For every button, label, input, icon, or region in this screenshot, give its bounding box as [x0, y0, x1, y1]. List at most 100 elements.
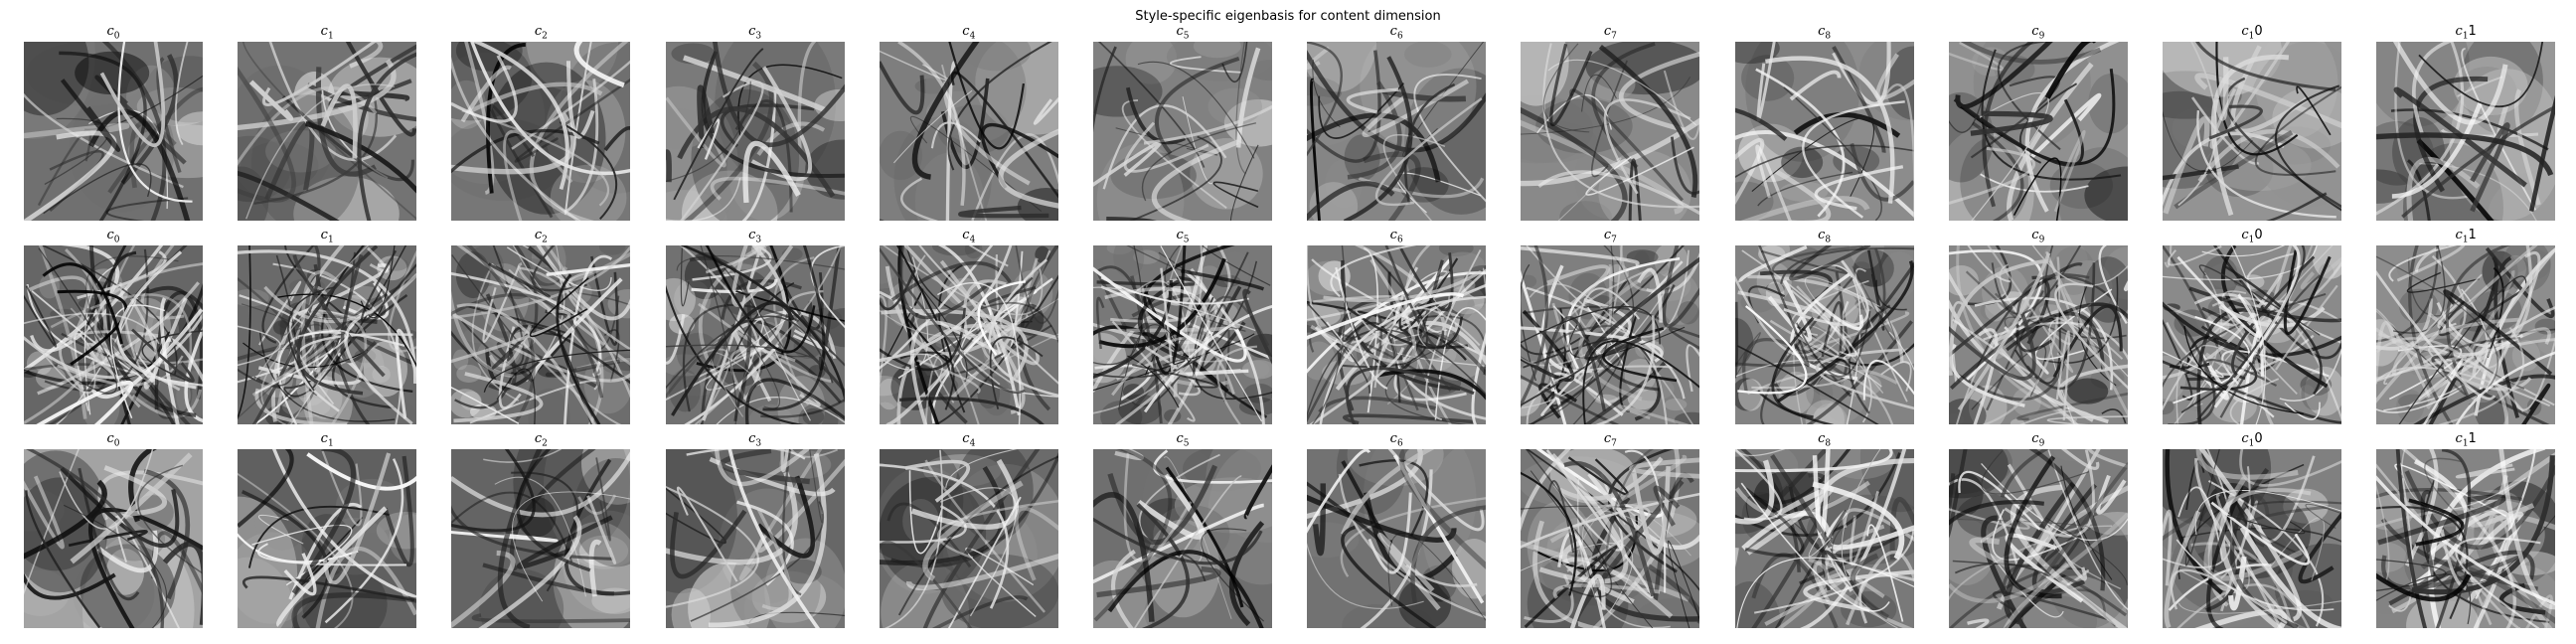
- label-base: c: [534, 228, 543, 242]
- texture-image: [2163, 42, 2341, 221]
- texture-image: [665, 449, 845, 628]
- label-subscript: 1: [327, 235, 334, 245]
- panel-label: c10: [2163, 24, 2341, 42]
- label-base: c: [1818, 24, 1826, 39]
- label-base: c: [748, 228, 756, 242]
- panel-label: c11: [2376, 228, 2555, 245]
- panel-label: c8: [1735, 431, 1914, 449]
- texture-image: [2163, 245, 2341, 424]
- panel-label: c1: [238, 431, 416, 449]
- texture-image: [2376, 245, 2556, 424]
- label-subscript: 7: [1611, 438, 1617, 449]
- label-subscript: 1: [327, 438, 334, 449]
- panel-label: c6: [1307, 431, 1486, 449]
- label-subscript: 8: [1825, 31, 1832, 42]
- label-base: c: [2455, 228, 2463, 242]
- panel-label: c3: [666, 24, 845, 42]
- label-subscript: 9: [2038, 438, 2045, 449]
- label-base: c: [1818, 228, 1826, 242]
- texture-image: [1521, 42, 1700, 221]
- panel-label: c4: [880, 24, 1058, 42]
- panel-label: c0: [24, 228, 203, 245]
- panel-label: c7: [1521, 24, 1699, 42]
- label-subscript: 8: [1825, 438, 1832, 449]
- texture-image: [1093, 449, 1272, 628]
- label-subscript: 6: [1396, 235, 1403, 245]
- label-base: c: [2455, 24, 2463, 39]
- label-subscript: 6: [1396, 31, 1403, 42]
- panel-label: c1: [238, 228, 416, 245]
- label-subscript: 8: [1825, 235, 1832, 245]
- panel-label: c4: [880, 431, 1058, 449]
- texture-image: [1734, 42, 1914, 221]
- texture-image: [879, 42, 1058, 221]
- texture-image: [2376, 42, 2556, 221]
- label-subscript: 5: [1183, 438, 1190, 449]
- label-base: c: [1176, 24, 1184, 39]
- panel-label: c10: [2163, 431, 2341, 449]
- panel-label: c2: [451, 431, 630, 449]
- label-base: c: [1603, 228, 1612, 242]
- label-base: c: [320, 228, 328, 242]
- texture-image: [1307, 245, 1487, 424]
- panel-label: c3: [666, 228, 845, 245]
- label-subscript: 5: [1183, 235, 1190, 245]
- label-subscript: 4: [969, 438, 976, 449]
- label-base: c: [1389, 431, 1397, 446]
- panel-label: c9: [1949, 24, 2128, 42]
- texture-image: [1948, 245, 2128, 424]
- label-subscript: 3: [755, 438, 762, 449]
- texture-image: [1734, 449, 1914, 628]
- label-subscript: 4: [969, 31, 976, 42]
- label-subscript: 1: [2462, 235, 2469, 245]
- texture-image: [451, 42, 631, 221]
- label-subscript: 1: [2462, 438, 2469, 449]
- texture-image: [665, 42, 845, 221]
- label-base: c: [534, 431, 543, 446]
- label-subscript: 2: [542, 31, 548, 42]
- label-suffix: 0: [2254, 228, 2263, 242]
- texture-image: [1307, 42, 1487, 221]
- texture-image: [451, 245, 631, 424]
- texture-image: [665, 245, 845, 424]
- panel-label: c11: [2376, 431, 2555, 449]
- texture-image: [24, 449, 203, 628]
- panel-label: c5: [1093, 24, 1272, 42]
- label-subscript: 9: [2038, 31, 2045, 42]
- label-subscript: 1: [2248, 31, 2255, 42]
- panel-label: c7: [1521, 228, 1699, 245]
- label-subscript: 9: [2038, 235, 2045, 245]
- label-base: c: [106, 24, 114, 39]
- texture-image: [879, 449, 1058, 628]
- panel-label: c2: [451, 24, 630, 42]
- label-base: c: [320, 431, 328, 446]
- label-base: c: [2031, 431, 2039, 446]
- figure-title: Style-specific eigenbasis for content di…: [1135, 9, 1441, 24]
- label-subscript: 4: [969, 235, 976, 245]
- label-subscript: 7: [1611, 235, 1617, 245]
- texture-image: [1307, 449, 1487, 628]
- panel-label: c3: [666, 431, 845, 449]
- texture-image: [238, 245, 417, 424]
- texture-image: [879, 245, 1058, 424]
- label-base: c: [2031, 24, 2039, 39]
- label-base: c: [106, 431, 114, 446]
- label-subscript: 7: [1611, 31, 1617, 42]
- label-suffix: 1: [2468, 24, 2477, 39]
- texture-image: [1734, 245, 1914, 424]
- label-subscript: 2: [542, 438, 548, 449]
- label-subscript: 0: [113, 438, 120, 449]
- label-base: c: [106, 228, 114, 242]
- texture-image: [238, 449, 417, 628]
- label-suffix: 0: [2254, 431, 2263, 446]
- label-base: c: [1389, 228, 1397, 242]
- label-base: c: [2455, 431, 2463, 446]
- label-subscript: 1: [2248, 438, 2255, 449]
- label-subscript: 2: [542, 235, 548, 245]
- panel-label: c8: [1735, 24, 1914, 42]
- label-subscript: 1: [2248, 235, 2255, 245]
- texture-image: [1521, 245, 1700, 424]
- texture-image: [2376, 449, 2556, 628]
- texture-image: [24, 245, 203, 424]
- label-base: c: [1603, 431, 1612, 446]
